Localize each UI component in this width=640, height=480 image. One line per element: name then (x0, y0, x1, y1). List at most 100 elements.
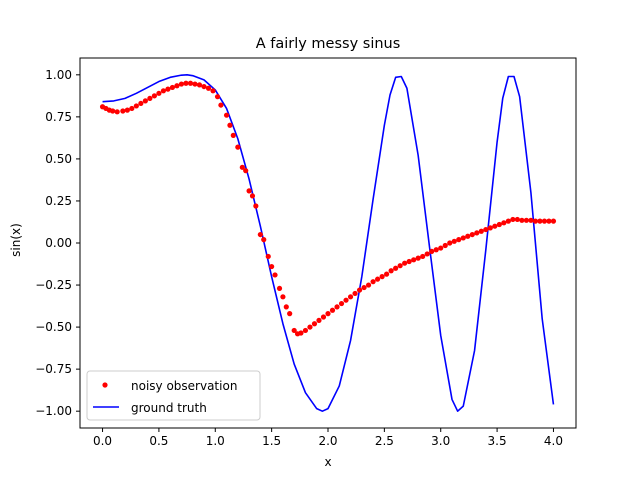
scatter-point (133, 103, 139, 109)
scatter-point (283, 304, 289, 310)
scatter-point (352, 290, 358, 297)
chart-title: A fairly messy sinus (256, 36, 401, 52)
scatter-point (519, 217, 525, 223)
x-tick-label: 1.0 (206, 434, 225, 448)
scatter-point (230, 132, 236, 138)
scatter-point (269, 263, 275, 270)
scatter-point (214, 94, 221, 100)
scatter-point (201, 83, 207, 90)
scatter-point (393, 265, 399, 271)
scatter-point (438, 245, 444, 251)
scatter-point (402, 260, 408, 266)
x-tick-label: 4.0 (544, 434, 563, 448)
scatter-point (160, 88, 167, 94)
scatter-point (129, 105, 135, 112)
scatter-point (151, 93, 157, 99)
scatter-point (546, 218, 552, 224)
scatter-point (384, 271, 390, 277)
x-tick-label: 0.5 (149, 434, 168, 448)
scatter-point (257, 231, 263, 238)
scatter-point (514, 216, 520, 223)
scatter-point (483, 226, 489, 233)
scatter-point (451, 238, 457, 244)
scatter-point (505, 218, 511, 224)
scatter-point (174, 83, 180, 89)
scatter-point (447, 240, 453, 246)
scatter-point (388, 268, 394, 274)
scatter-point (424, 251, 430, 257)
scatter-point (311, 321, 318, 327)
scatter-point (165, 86, 171, 92)
scatter-point (523, 217, 530, 223)
scatter-point (276, 285, 283, 292)
scatter-point (124, 107, 130, 113)
scatter-point (541, 218, 548, 224)
scatter-point (187, 80, 194, 86)
scatter-point (223, 112, 230, 118)
axes: 0.0 0.5 1.0 1.5 2.0 2.5 3.0 3.5 4.0 −1.00 −0.75 −0.… (35, 57, 577, 448)
scatter-point (156, 90, 162, 96)
scatter-point (420, 253, 426, 260)
scatter-point (343, 297, 349, 303)
scatter-point (298, 330, 304, 336)
y-tick-label: −1.00 (35, 404, 72, 418)
scatter-point (406, 258, 412, 265)
scatter-point (429, 248, 435, 255)
scatter-point (365, 282, 372, 288)
y-tick-label: 0.50 (45, 152, 72, 166)
scatter-point (442, 242, 448, 249)
y-tick-label: 1.00 (45, 68, 72, 82)
scatter-point (253, 203, 259, 209)
y-tick-label: −0.50 (35, 320, 72, 334)
scatter-point (375, 276, 381, 282)
scatter-point (379, 274, 385, 280)
y-axis-label: sin(x) (9, 223, 23, 257)
scatter-point (411, 257, 417, 263)
scatter-point (147, 95, 153, 101)
scatter-point (478, 228, 484, 234)
scatter-point (460, 235, 466, 241)
scatter-point (287, 311, 293, 317)
scatter-point (528, 217, 534, 223)
scatter-point (249, 193, 256, 199)
legend-label-ground-truth: ground truth (131, 401, 207, 415)
y-tick-label: 0.00 (45, 236, 72, 250)
scatter-point (183, 80, 189, 86)
scatter-point (415, 255, 421, 261)
scatter-point (265, 253, 271, 260)
scatter-point (291, 327, 297, 334)
scatter-point (537, 218, 543, 224)
scatter-point (487, 225, 493, 231)
scatter-point (361, 284, 367, 291)
scatter-point (325, 311, 331, 317)
scatter-point (210, 88, 216, 94)
scatter-point (280, 294, 286, 300)
scatter-point (227, 122, 233, 128)
legend-marker-noisy-observation (102, 382, 108, 388)
y-tick-label: 0.25 (45, 194, 72, 208)
x-tick-label: 0.0 (93, 434, 112, 448)
x-tick-label: 2.0 (318, 434, 337, 448)
scatter-point (496, 221, 502, 228)
legend: noisy observation ground truth (86, 370, 261, 421)
scatter-point (114, 109, 120, 115)
scatter-point (329, 307, 336, 313)
scatter-point (239, 164, 245, 170)
scatter-point (334, 304, 340, 310)
scatter-point (243, 168, 249, 174)
scatter-point (138, 100, 144, 107)
scatter-point (492, 223, 498, 229)
scatter-point (550, 218, 557, 224)
x-axis-label: x (324, 455, 331, 469)
scatter-point (347, 294, 354, 300)
y-tick-label: −0.75 (35, 362, 72, 376)
scatter-point (235, 144, 241, 150)
y-tick-label: 0.75 (45, 110, 72, 124)
scatter-point (142, 98, 148, 104)
scatter-point (433, 247, 439, 253)
scatter-point (532, 218, 539, 224)
scatter-point (196, 82, 203, 88)
scatter-point (272, 272, 278, 278)
scatter-point (261, 237, 267, 243)
